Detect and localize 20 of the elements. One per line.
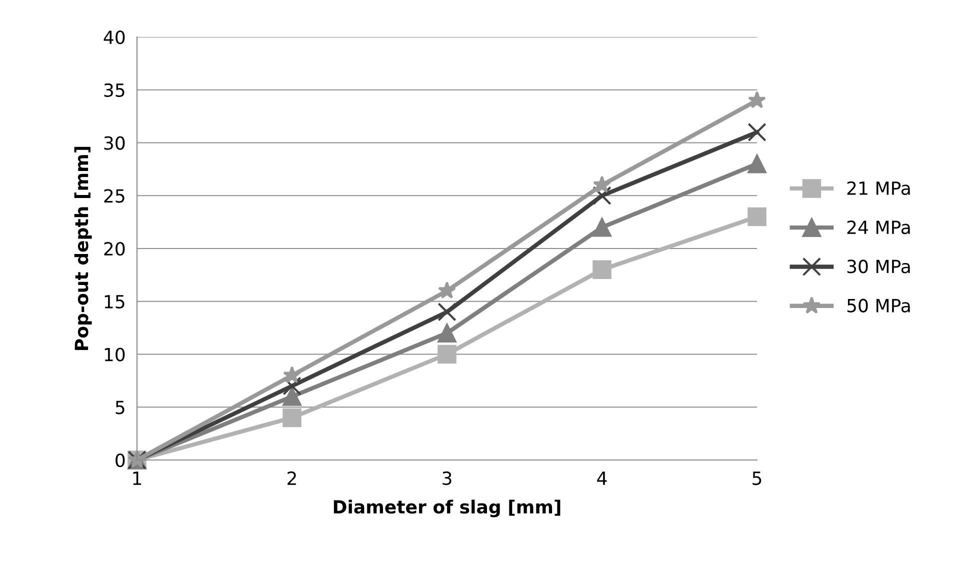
legend-label: 24 MPa <box>847 220 910 234</box>
y-tick-label: 35 <box>104 83 124 97</box>
y-axis-title: Pop-out depth [mm] <box>74 146 92 350</box>
y-tick-label: 40 <box>104 30 125 44</box>
y-tick-label: 10 <box>104 348 125 362</box>
y-tick-label: 25 <box>104 189 124 203</box>
x-tick-label: 3 <box>442 471 452 486</box>
x-tick-label: 2 <box>288 471 296 485</box>
y-tick-label: 15 <box>104 295 124 308</box>
y-tick-label: 5 <box>116 400 124 414</box>
x-tick-label: 1 <box>133 472 142 485</box>
y-tick-label: 0 <box>116 453 125 468</box>
x-axis-title: Diameter of slag [mm] <box>334 500 560 518</box>
y-tick-label: 30 <box>104 136 125 150</box>
x-tick-label: 4 <box>597 472 607 485</box>
y-tick-label: 20 <box>104 242 125 256</box>
legend-label: 21 MPa <box>847 181 910 196</box>
legend-label: 30 MPa <box>847 260 910 274</box>
legend-label: 50 MPa <box>847 298 910 312</box>
x-tick-label: 5 <box>752 472 762 486</box>
